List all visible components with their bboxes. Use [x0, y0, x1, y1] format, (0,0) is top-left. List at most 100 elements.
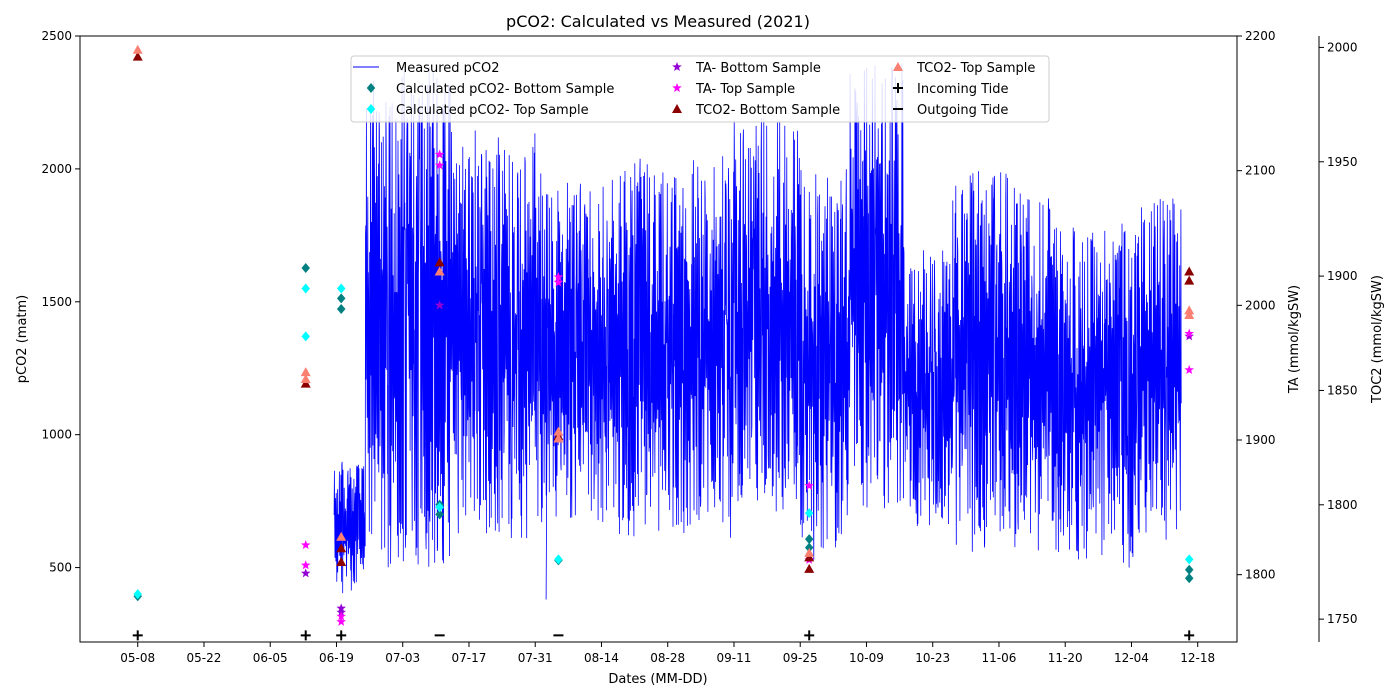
- x-tick-label: 07-31: [518, 651, 553, 665]
- y2-axis-label: TA (mmol/kgSW): [1287, 285, 1302, 394]
- calculated-pco2-bottom-sample-point: [435, 509, 444, 520]
- calculated-pco2-top-sample-point: [133, 589, 142, 600]
- y3-tick-label: 2000: [1327, 40, 1358, 54]
- x-tick-label: 11-20: [1048, 651, 1083, 665]
- tco2-top-sample-point: [132, 44, 143, 54]
- y-tick-label: 2000: [41, 162, 72, 176]
- y2-tick-label: 2000: [1245, 298, 1276, 312]
- legend-marker: [893, 83, 903, 93]
- tco2-top-sample-point: [804, 547, 815, 557]
- ta-top-sample-point: [1184, 364, 1194, 375]
- ta-top-sample-point: [1184, 328, 1194, 338]
- y-axis-ta: 1800 1900 2000 2100 2200: [1237, 29, 1276, 582]
- legend-label: Calculated pCO2- Top Sample: [396, 103, 589, 118]
- measured-pco2-line: [333, 63, 1182, 600]
- legend-marker: [366, 104, 376, 114]
- legend-marker: [672, 83, 682, 93]
- x-tick-label: 10-09: [849, 651, 884, 665]
- chart-title: pCO2: Calculated vs Measured (2021): [506, 12, 810, 31]
- tco2-top-sample-point: [300, 367, 311, 377]
- x-tick-label: 05-22: [187, 651, 222, 665]
- x-axis: 05-08 05-22 06-05 06-19 07-03 07-17 07-31 08-14…: [120, 642, 1215, 665]
- ta-bottom-sample-point: [300, 568, 311, 578]
- x-axis-label: Dates (MM-DD): [608, 672, 707, 687]
- legend-label: Incoming Tide: [917, 82, 1008, 97]
- legend-marker: [672, 62, 682, 72]
- ta-bottom-sample-point: [1184, 331, 1194, 341]
- calculated-pco2-bottom-sample-point: [804, 542, 814, 553]
- y2-tick-label: 2200: [1245, 29, 1276, 43]
- ta-bottom-sample-point: [336, 603, 346, 613]
- y3-axis-label: TOC2 (mmol/kgSW): [1370, 275, 1385, 404]
- ta-top-sample-point: [553, 272, 564, 282]
- x-tick-label: 09-11: [717, 651, 752, 665]
- incoming-tide-point: [300, 630, 311, 641]
- incoming-tide-point: [132, 630, 143, 641]
- calculated-pco2-bottom-sample-point: [336, 303, 346, 314]
- legend-label: Calculated pCO2- Bottom Sample: [396, 82, 614, 97]
- tco2-bottom-sample-point: [300, 378, 311, 388]
- legend-marker: [366, 83, 376, 93]
- legend-marker: [893, 62, 903, 71]
- calculated-pco2-top-sample-point: [1184, 554, 1194, 565]
- tco2-top-sample-point: [1184, 305, 1195, 315]
- x-tick-label: 07-17: [452, 651, 487, 665]
- y-tick-label: 2500: [41, 29, 72, 43]
- ta-top-sample-point: [336, 616, 346, 626]
- tco2-top-sample-point: [336, 531, 347, 541]
- measured-pco2-segment: [333, 66, 548, 600]
- tco2-bottom-sample-point: [804, 563, 815, 573]
- x-tick-label: 05-08: [120, 651, 155, 665]
- incoming-tide-point: [804, 630, 815, 641]
- sample-markers: [132, 44, 1195, 641]
- y3-tick-label: 1950: [1327, 155, 1358, 169]
- y-tick-label: 1500: [41, 295, 72, 309]
- y-axis-tco2: 1750 1800 1850 1900 1950 2000: [1318, 36, 1358, 642]
- y-axis-pco2: 500 1000 1500 2000 2500: [41, 29, 80, 575]
- calculated-pco2-bottom-sample-point: [804, 534, 814, 545]
- ta-top-sample-point: [300, 560, 311, 570]
- y-axis-label: pCO2 (matm): [15, 295, 30, 384]
- tco2-bottom-sample-point: [434, 257, 445, 267]
- calculated-pco2-top-sample-point: [301, 283, 310, 294]
- x-tick-label: 12-18: [1180, 651, 1215, 665]
- measured-pco2-segment: [547, 63, 1182, 568]
- x-tick-label: 12-04: [1114, 651, 1149, 665]
- calculated-pco2-bottom-sample-point: [301, 263, 310, 274]
- x-tick-label: 09-25: [783, 651, 818, 665]
- y3-tick-label: 1750: [1327, 612, 1358, 626]
- ta-top-sample-point: [434, 149, 445, 159]
- x-tick-label: 08-28: [650, 651, 685, 665]
- y2-tick-label: 1900: [1245, 433, 1276, 447]
- x-tick-label: 06-19: [319, 651, 354, 665]
- tco2-top-sample-point: [1184, 309, 1195, 319]
- y-tick-label: 1000: [41, 428, 72, 442]
- x-tick-label: 06-05: [253, 651, 288, 665]
- legend-label: Measured pCO2: [396, 61, 499, 76]
- tco2-top-sample-point: [300, 374, 311, 384]
- plot-frame: [79, 35, 1238, 643]
- ta-top-sample-point: [804, 480, 814, 490]
- x-tick-label: 08-14: [584, 651, 619, 665]
- calculated-pco2-top-sample-point: [554, 554, 563, 565]
- legend-marker: [672, 104, 682, 113]
- x-tick-label: 10-23: [915, 651, 950, 665]
- tco2-bottom-sample-point: [132, 51, 143, 61]
- calculated-pco2-bottom-sample-point: [336, 293, 346, 304]
- y-tick-label: 500: [49, 561, 72, 575]
- calculated-pco2-bottom-sample-point: [1184, 564, 1194, 575]
- tco2-bottom-sample-point: [1184, 275, 1195, 285]
- y2-tick-label: 1800: [1245, 568, 1276, 582]
- legend-label: Outgoing Tide: [917, 103, 1008, 118]
- calculated-pco2-bottom-sample-point: [1184, 573, 1194, 584]
- ta-top-sample-point: [336, 611, 346, 621]
- legend-label: TA- Top Sample: [695, 82, 795, 97]
- ta-top-sample-point: [553, 277, 564, 287]
- incoming-tide-point: [336, 630, 347, 641]
- incoming-tide-point: [1184, 630, 1195, 641]
- y3-tick-label: 1850: [1327, 383, 1358, 397]
- legend-box: [350, 55, 1050, 123]
- x-tick-label: 07-03: [385, 651, 420, 665]
- tco2-top-sample-point: [553, 433, 564, 443]
